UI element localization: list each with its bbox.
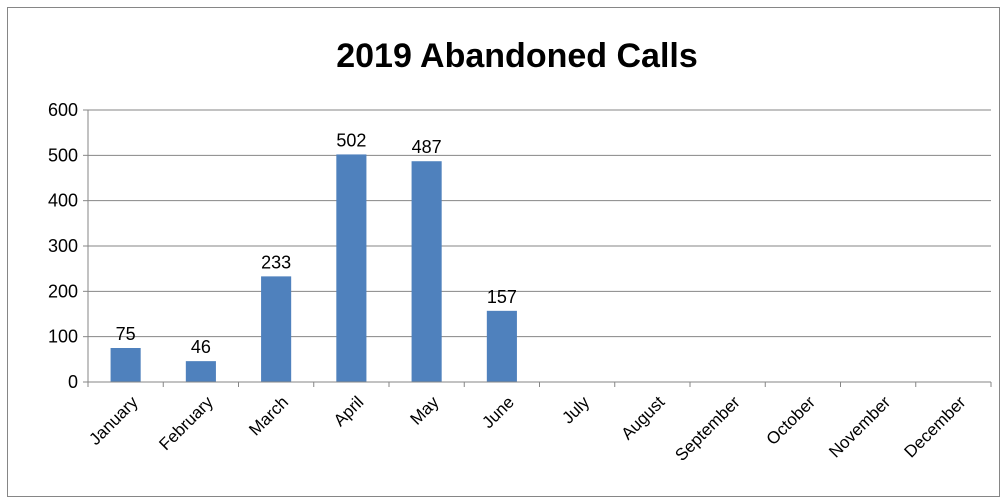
x-tick-label: April bbox=[330, 393, 367, 430]
x-tick-label: June bbox=[478, 393, 518, 433]
y-tick-label: 200 bbox=[48, 281, 78, 301]
data-label: 502 bbox=[336, 130, 366, 150]
data-label: 75 bbox=[116, 324, 136, 344]
y-tick-label: 100 bbox=[48, 327, 78, 347]
x-tick-label: December bbox=[901, 392, 970, 461]
x-tick-label: November bbox=[825, 392, 894, 461]
data-label: 157 bbox=[487, 287, 517, 307]
x-tick-label: September bbox=[671, 392, 743, 464]
data-label: 46 bbox=[191, 337, 211, 357]
data-labels: 75 46 233 502 487 157 bbox=[116, 130, 517, 357]
bar-march bbox=[261, 276, 292, 382]
x-tick-label: October bbox=[763, 392, 819, 448]
x-tick-label: March bbox=[245, 393, 292, 440]
data-label: 233 bbox=[261, 252, 291, 272]
y-tick-label: 500 bbox=[48, 145, 78, 165]
bar-january bbox=[110, 348, 141, 382]
bars bbox=[110, 154, 517, 382]
x-axis-ticks: January February March April May June July Augu… bbox=[85, 392, 969, 465]
y-tick-label: 600 bbox=[48, 100, 78, 120]
x-tick-label: February bbox=[155, 392, 217, 454]
x-tick-label: May bbox=[407, 392, 443, 428]
y-tick-label: 300 bbox=[48, 236, 78, 256]
bar-june bbox=[486, 310, 517, 382]
axes bbox=[83, 109, 992, 387]
gridlines bbox=[88, 109, 991, 338]
data-label: 487 bbox=[412, 137, 442, 157]
y-tick-label: 400 bbox=[48, 191, 78, 211]
x-tick-label: January bbox=[85, 392, 142, 449]
y-tick-label: 0 bbox=[68, 372, 78, 392]
bar-may bbox=[411, 161, 442, 382]
chart-frame bbox=[7, 7, 1000, 497]
bar-april bbox=[336, 154, 367, 382]
y-axis-ticks: 0 100 200 300 400 500 600 bbox=[48, 100, 78, 392]
x-tick-label: August bbox=[618, 392, 669, 443]
chart-title: 2019 Abandoned Calls bbox=[336, 37, 698, 75]
x-tick-label: July bbox=[558, 392, 593, 427]
bar-february bbox=[185, 361, 216, 382]
